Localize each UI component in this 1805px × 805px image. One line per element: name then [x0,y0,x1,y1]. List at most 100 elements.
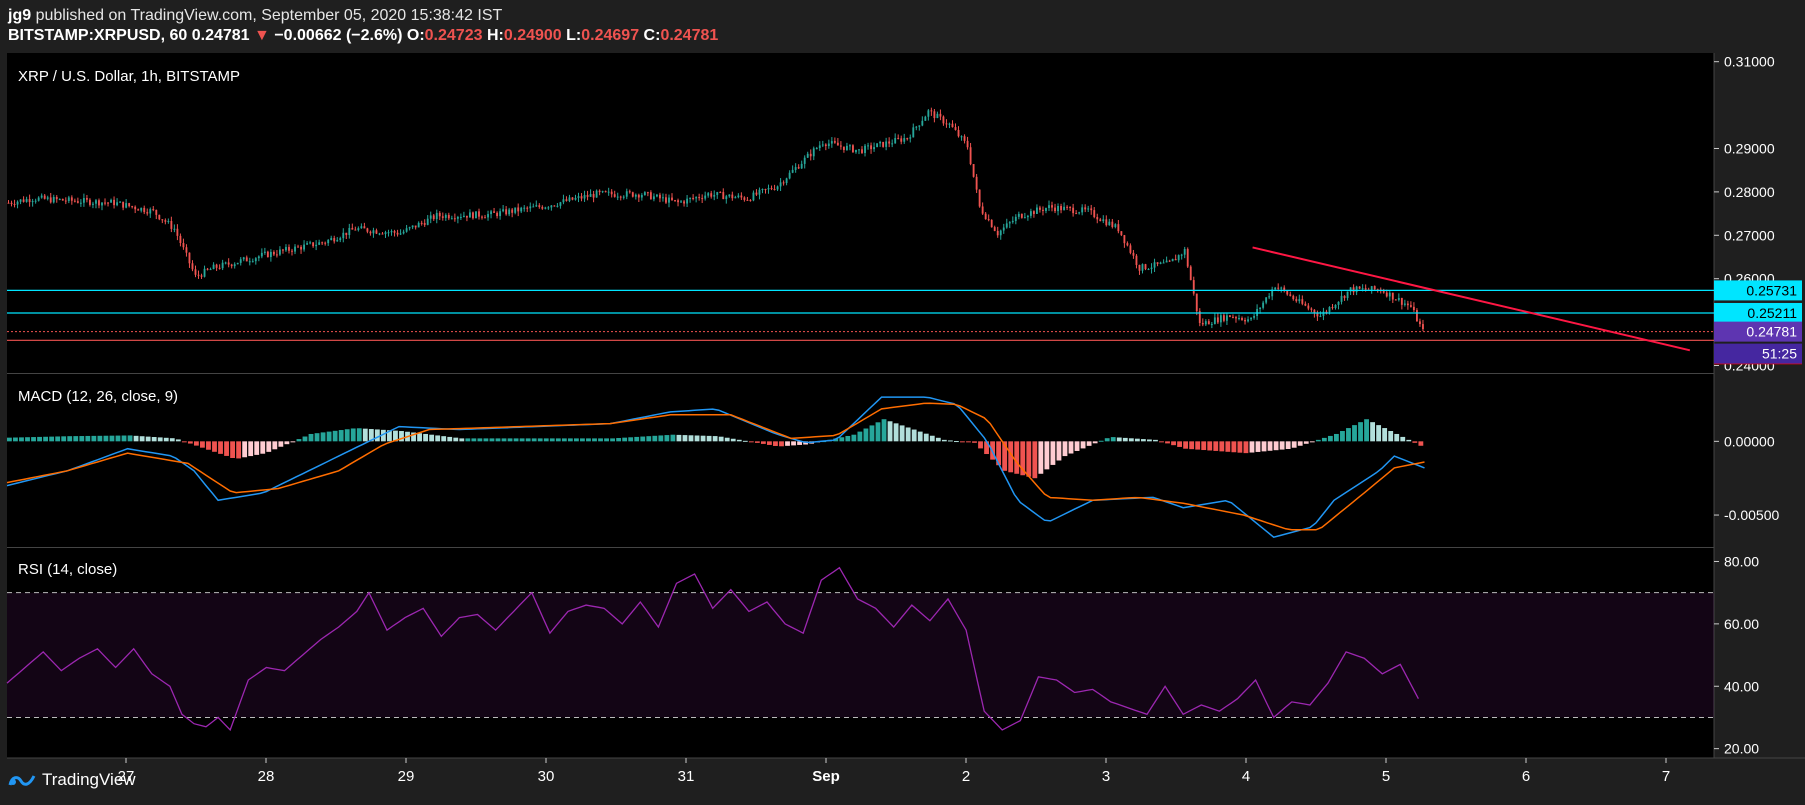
macd-histogram-bar [139,436,145,442]
candle-body [303,244,306,250]
macd-histogram-bar [1291,441,1297,448]
rsi-tick-label: 60.00 [1724,616,1759,632]
close-label: C: [643,27,661,44]
candle-body [297,246,299,248]
macd-histogram-bar [929,435,935,442]
macd-histogram-bar [308,433,314,442]
candle-body [818,145,821,149]
candle-body [1126,243,1129,246]
candle-body [604,191,607,193]
candle-body [499,211,502,217]
candle-body [1301,299,1304,304]
macd-histogram-bar [1038,441,1044,474]
candle-body [803,157,806,164]
candle-body [665,197,667,203]
macd-histogram-bar [501,438,507,442]
candle-body [70,197,73,201]
candle-body [107,202,109,204]
candle-body [951,123,954,128]
rsi-band-fill [7,592,1714,718]
candle-body [79,202,82,204]
author-name[interactable]: jg9 [8,7,32,24]
macd-histogram-bar [1159,441,1164,443]
candle-body [1219,315,1222,323]
macd-histogram-bar [97,435,103,442]
candle-body [625,191,628,197]
candle-body [372,230,375,234]
candle-body [73,200,76,202]
candle-body [1008,222,1011,224]
x-tick-label: 31 [678,768,695,785]
macd-histogram-bar [996,441,1002,466]
candle-body [662,197,664,199]
macd-histogram-bar [966,441,971,443]
macd-histogram-bar [724,437,730,442]
candle-body [1253,316,1256,318]
candle-body [378,233,381,235]
candle-body [82,198,85,203]
macd-histogram-bar [1068,441,1074,454]
candle-body [1406,303,1409,306]
macd-histogram-bar [622,437,628,442]
candle-body [487,214,489,218]
x-tick-label: 3 [1102,768,1110,785]
candle-body [511,209,514,213]
candle-body [1310,308,1313,310]
macd-histogram-bar [1418,441,1424,446]
candle-body [1274,287,1277,290]
candle-body [339,238,342,241]
macd-histogram-bar [1201,441,1207,451]
candle-body [426,218,429,225]
candle-body [300,246,302,250]
candle-body [1415,310,1418,322]
macd-histogram-bar [200,441,205,448]
candle-body [254,258,257,262]
candle-body [1361,288,1364,290]
candle-body [212,264,215,270]
candle-body [1373,286,1376,290]
candle-body [1165,260,1168,263]
candle-body [852,145,854,153]
candle-body [1096,217,1099,220]
candle-body [22,199,25,202]
macd-histogram-bar [1340,431,1345,442]
macd-histogram-bar [640,436,646,442]
candle-body [1060,205,1062,211]
candle-body [496,212,499,217]
candle-body [104,202,106,204]
candle-body [1304,303,1307,306]
candle-body [49,197,52,203]
candle-body [677,200,679,203]
macd-histogram-bar [881,419,887,442]
candle-body [845,145,848,150]
candle-body [1111,221,1114,227]
candle-body [957,129,960,137]
candle-body [960,136,963,138]
candle-body [815,148,818,150]
candle-body [1035,207,1038,214]
candle-body [1265,297,1268,303]
candle-body [550,205,553,208]
macd-histogram-bar [13,437,18,442]
candle-body [674,200,676,202]
macd-histogram-bar [567,438,573,442]
candle-body [399,233,402,235]
macd-histogram-bar [242,441,248,458]
macd-histogram-bar [1140,439,1146,442]
x-tick-label: 6 [1522,768,1530,785]
macd-histogram-bar [483,438,489,442]
macd-histogram-bar [760,441,766,444]
candle-body [882,141,885,147]
macd-histogram-bar [429,434,435,442]
macd-histogram-bar [1128,438,1134,442]
macd-histogram-bar [338,430,344,442]
candle-body [939,113,942,117]
candle-body [236,262,239,265]
symbol-label[interactable]: BITSTAMP:XRPUSD, 60 [8,27,188,44]
candle-body [161,219,164,221]
candle-body [1283,287,1286,291]
rsi-band [7,592,1714,718]
price-pill-current-bg [1714,321,1802,342]
candle-body [1322,311,1325,316]
